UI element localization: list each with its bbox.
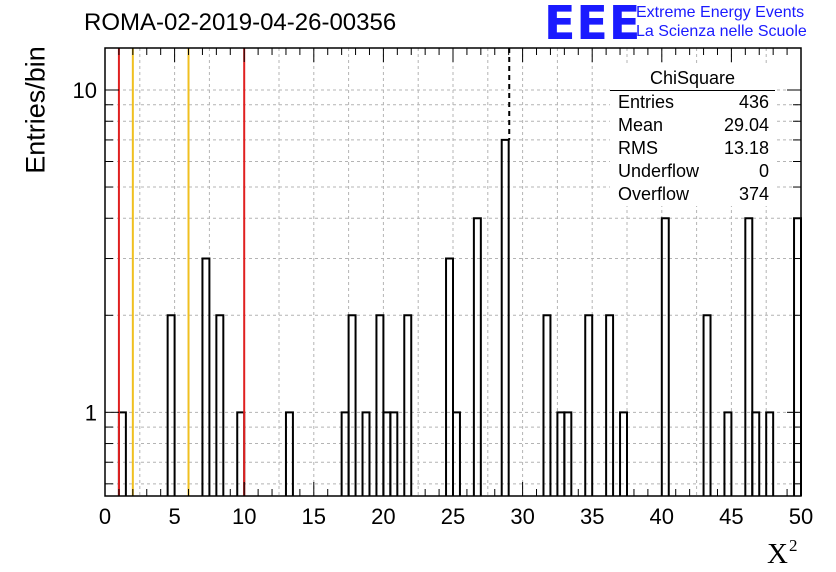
plot-frame — [104, 47, 802, 497]
x-tick-label: 5 — [168, 504, 180, 529]
histogram-bar — [215, 314, 225, 496]
y-tick-label: 1 — [85, 400, 97, 425]
eee-logo: EEE — [544, 0, 642, 50]
histogram-bar — [284, 411, 294, 496]
histogram-bar — [584, 314, 594, 496]
x-tick-label: 15 — [302, 504, 326, 529]
x-axis-label-sup: 2 — [788, 536, 798, 555]
stats-value: 374 — [738, 184, 769, 204]
x-tick-label: 50 — [789, 504, 813, 529]
histogram-bar — [702, 314, 712, 496]
histogram-bars — [117, 138, 802, 496]
histogram-bar — [375, 314, 385, 496]
stats-label: Underflow — [618, 161, 700, 181]
histogram-bar — [361, 411, 371, 496]
stats-value: 0 — [758, 161, 769, 181]
x-tick-labels: 0 5 10 15 20 25 30 35 40 45 50 — [99, 504, 813, 529]
x-tick-label: 45 — [719, 504, 743, 529]
histogram-bar — [472, 217, 482, 496]
axis-ticks — [104, 48, 802, 496]
y-tick-label: 10 — [73, 78, 97, 103]
histogram-bar — [347, 314, 357, 496]
histogram-bar — [403, 314, 413, 496]
histogram-bar — [660, 217, 670, 496]
stats-row: Entries 436 — [610, 91, 775, 114]
x-axis-label: X2 — [767, 536, 797, 571]
histogram-bar — [765, 411, 775, 496]
x-axis-label-base: X — [767, 538, 788, 570]
histogram-bar — [793, 217, 802, 496]
histogram-bar — [389, 411, 399, 496]
stats-value: 13.18 — [723, 138, 769, 158]
stats-row: Mean 29.04 — [610, 114, 775, 137]
stats-label: RMS — [618, 138, 658, 158]
logo-line-1: Extreme Energy Events — [636, 4, 805, 21]
histogram-bar — [452, 411, 461, 496]
stats-value: 436 — [738, 92, 769, 112]
histogram-bar — [542, 314, 552, 496]
y-tick-labels: 1 10 — [73, 78, 97, 425]
stats-value: 29.04 — [723, 115, 769, 135]
histogram-bar — [166, 314, 176, 496]
stats-title: ChiSquare — [610, 66, 775, 91]
stats-row: Overflow 374 — [610, 183, 775, 206]
x-tick-label: 25 — [441, 504, 465, 529]
stats-row: Underflow 0 — [610, 160, 775, 183]
stats-row: RMS 13.18 — [610, 137, 775, 160]
reference-lines — [117, 48, 511, 496]
histogram-bar — [744, 217, 754, 496]
histogram-bar — [500, 138, 510, 496]
x-tick-label: 20 — [371, 504, 395, 529]
x-tick-label: 40 — [650, 504, 674, 529]
stats-label: Mean — [618, 115, 664, 135]
x-tick-label: 0 — [99, 504, 111, 529]
stats-label: Entries — [618, 92, 675, 112]
histogram-bar — [619, 411, 628, 496]
histogram-bar — [201, 257, 211, 496]
x-tick-label: 10 — [232, 504, 256, 529]
stats-box: ChiSquare Entries 436 Mean 29.04 RMS 13.18 Und… — [610, 66, 775, 206]
histogram-bar — [563, 411, 573, 496]
y-axis-label: Entries/bin — [20, 46, 51, 174]
logo-caption: Extreme Energy Events La Scienza nelle S… — [636, 3, 807, 41]
x-tick-label: 35 — [580, 504, 604, 529]
chart-title: ROMA-02-2019-04-26-00356 — [84, 9, 397, 36]
histogram-bar — [445, 257, 454, 496]
histogram-bar — [605, 314, 615, 496]
histogram-bar — [723, 411, 733, 496]
stats-label: Overflow — [618, 184, 690, 204]
histogram-bar — [751, 411, 761, 496]
logo-line-2: La Scienza nelle Scuole — [636, 23, 807, 40]
x-tick-label: 30 — [510, 504, 534, 529]
